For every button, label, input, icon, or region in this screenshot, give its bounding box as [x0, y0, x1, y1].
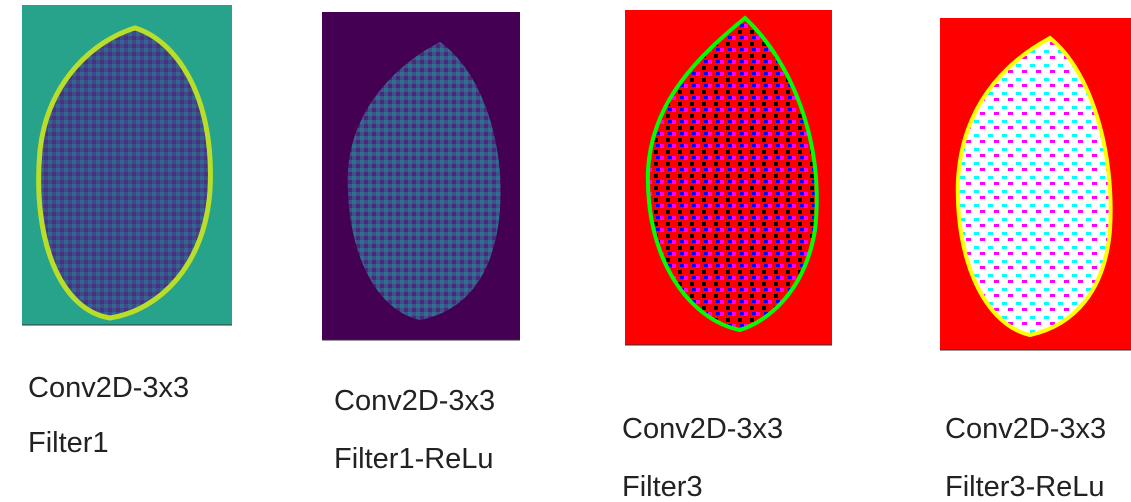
caption: Conv2D-3x3: [622, 413, 783, 445]
subcaption: Filter3-ReLu: [945, 471, 1105, 502]
caption: Conv2D-3x3: [28, 372, 189, 404]
subcaption: Filter3: [622, 471, 703, 502]
caption: Conv2D-3x3: [334, 385, 495, 417]
subcaption: Filter1: [28, 427, 109, 459]
feature-map-2: [322, 12, 520, 340]
feature-map-3: [625, 10, 832, 345]
feature-map-4: [940, 18, 1131, 350]
subcaption: Filter1-ReLu: [334, 443, 494, 475]
figure: Conv2D-3x3 Filter1 Conv2D-3x3 Filter1-Re…: [0, 0, 1131, 502]
feature-map-1: [22, 5, 232, 325]
caption: Conv2D-3x3: [945, 413, 1106, 445]
